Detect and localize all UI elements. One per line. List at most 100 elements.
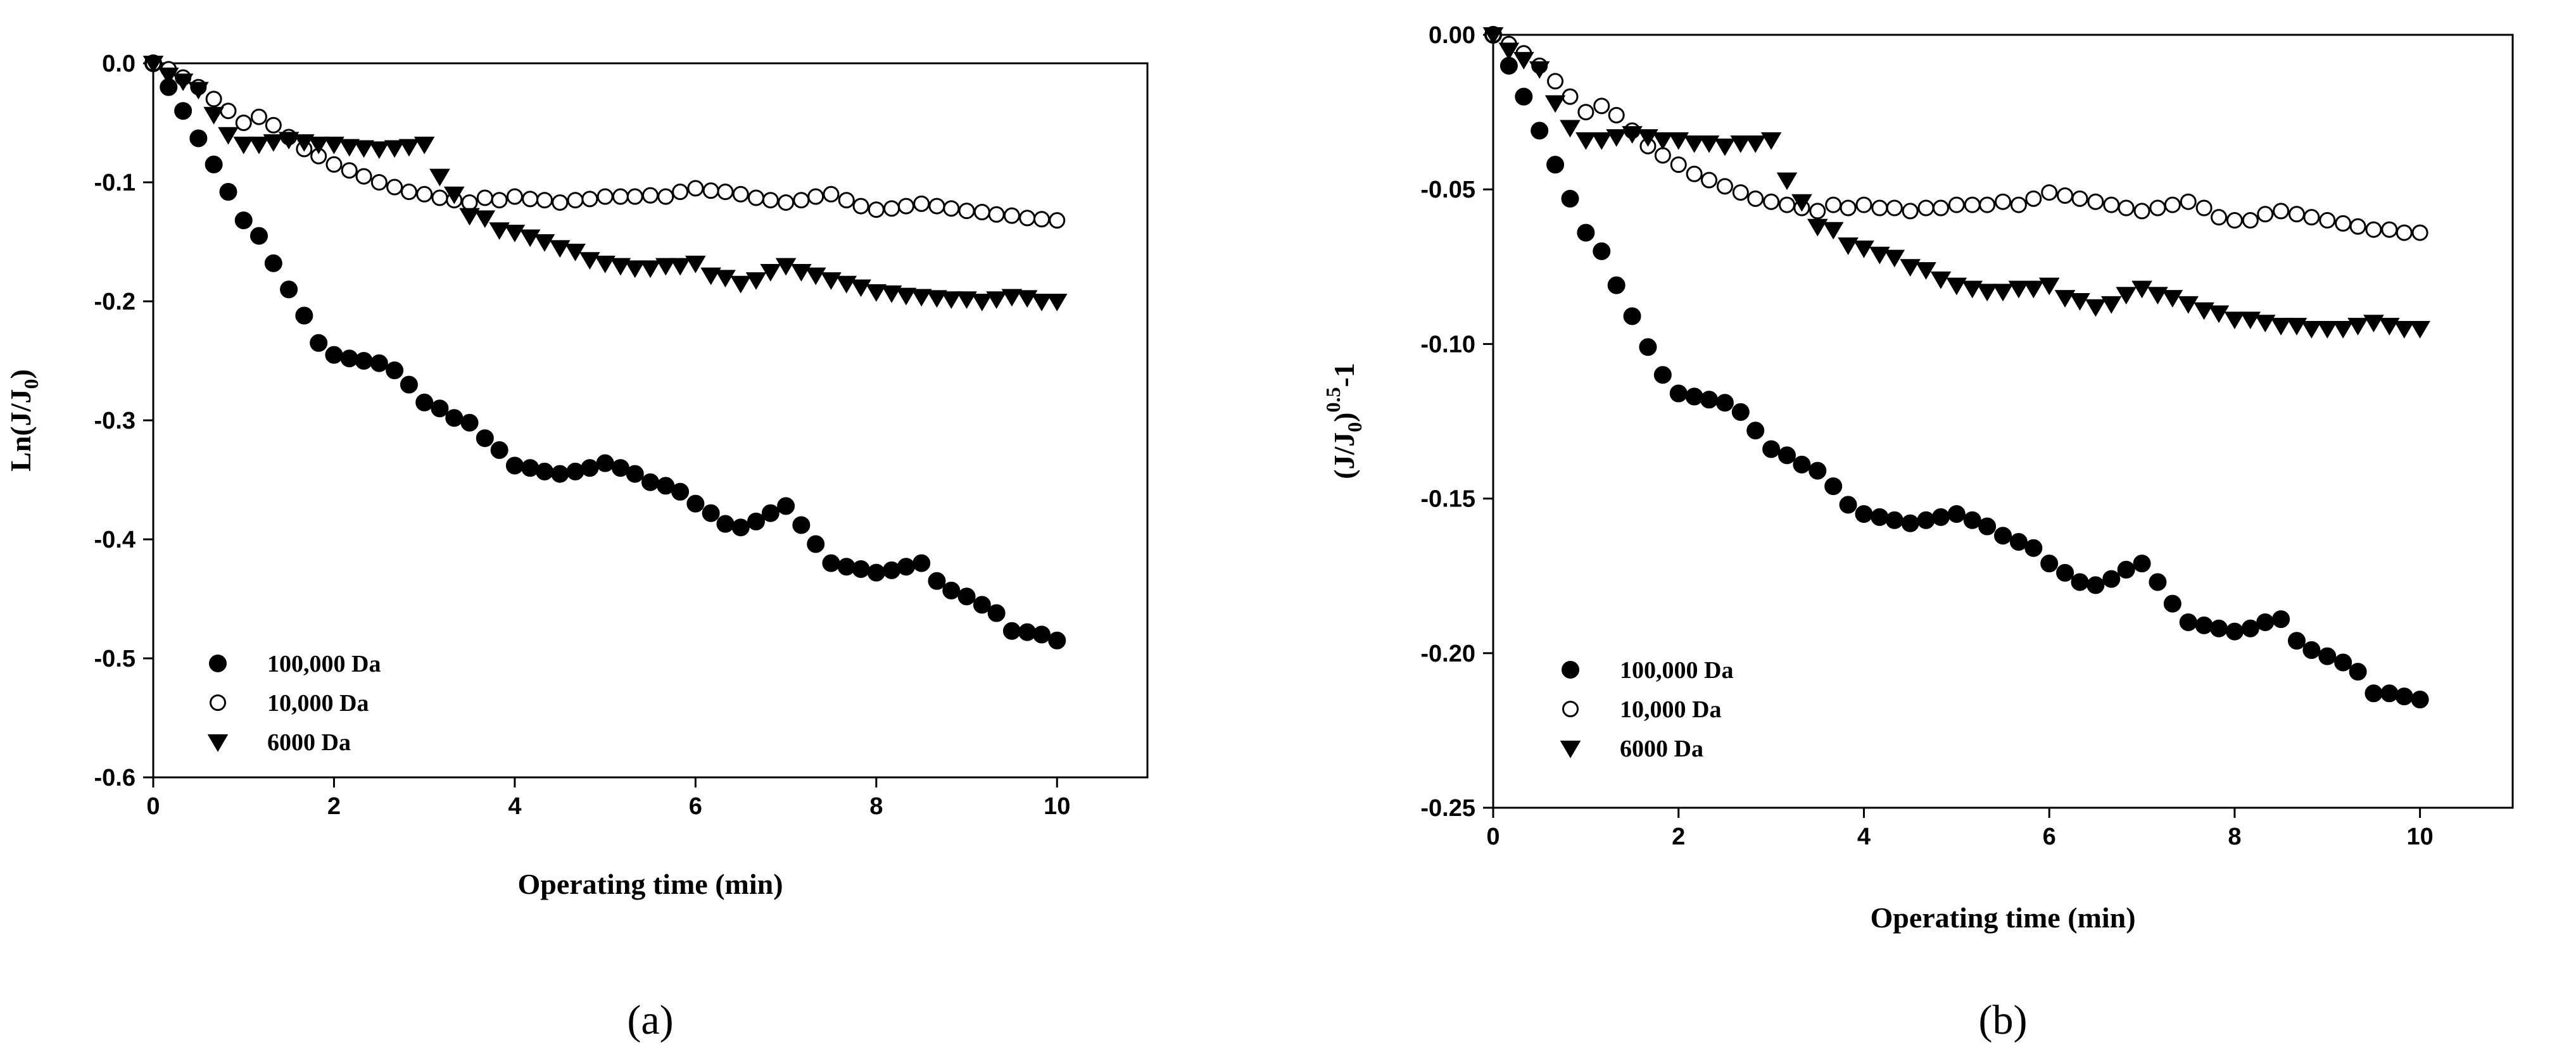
data-point [883,200,900,217]
data-point [1669,384,1688,403]
data-point [2103,196,2120,213]
y-axis-label-subscript: 0 [20,379,42,389]
data-point [926,290,947,308]
data-point [640,260,661,279]
data-point [716,515,735,533]
data-point [461,194,478,211]
data-point [355,352,373,370]
data-point [2195,616,2213,634]
data-point [821,272,842,290]
data-point [2303,209,2320,226]
data-point [2381,221,2398,238]
data-point [942,581,961,599]
y-tick-label: 0.0 [102,51,136,77]
data-point [1855,505,1873,524]
data-point [2210,619,2228,637]
data-point [897,558,915,576]
data-point [1976,284,1998,302]
panel-label: (b) [1979,997,2028,1043]
data-point [1791,194,1812,212]
data-point [778,194,795,211]
data-point [505,456,524,475]
data-point [702,182,719,199]
data-point [1498,42,1520,61]
data-point [534,234,555,252]
data-point [626,465,644,483]
data-point [2038,277,2060,296]
data-point [671,482,690,501]
data-point [549,240,571,258]
data-point [476,429,494,448]
data-point [913,195,930,212]
data-point [1776,172,1798,191]
data-point [852,560,870,578]
data-point [1048,631,1066,649]
data-point [416,185,433,203]
data-point [852,198,869,215]
data-point [2087,193,2104,210]
data-point [717,184,734,201]
data-point [1701,172,1718,189]
data-point [431,399,449,418]
data-point [415,393,434,411]
data-point [881,285,902,303]
plot-frame [1492,34,2514,809]
data-point [339,139,360,157]
y-tick-label: -0.6 [94,765,136,791]
data-point [1777,446,1796,465]
y-axis-label: (J/J0)0.5-1 [1322,363,1366,479]
data-point [657,188,674,205]
data-point [685,255,706,273]
x-tick-label: 8 [869,793,883,820]
data-point [793,192,810,209]
data-point [1948,196,1965,213]
legend-marker [1560,741,1581,758]
data-point [431,189,448,206]
data-point [581,191,598,208]
data-point [1591,132,1612,150]
y-axis-label-subscript: 0 [1343,422,1366,432]
data-point [1979,196,1996,213]
data-point [928,572,946,590]
data-point [2379,318,2400,336]
data-point [2411,224,2428,241]
y-axis-label-superscript: 0.5 [1322,387,1344,412]
y-axis-label: Ln(J/J0) [4,369,42,472]
data-point [1809,203,1826,220]
data-point [489,222,510,240]
data-point [866,284,887,302]
data-point [2162,290,2183,308]
data-point [1593,242,1611,260]
data-point [384,140,405,158]
x-tick-label: 2 [1672,824,1685,850]
data-point [158,67,179,85]
data-point [700,267,721,285]
data-point [1992,284,2014,302]
data-point [624,260,646,279]
data-point [761,504,780,522]
data-point [2347,318,2368,336]
data-point [943,200,960,217]
data-point [732,185,749,203]
data-point [2364,684,2383,703]
data-point [474,210,496,229]
data-point [610,258,631,276]
data-point [1577,223,1595,242]
data-point [838,192,855,209]
legend-label: 100,000 Da [267,651,381,677]
data-point [2147,287,2168,304]
data-point [958,203,975,220]
data-point [1575,132,1596,150]
data-point [747,189,764,206]
data-point [1745,135,1766,153]
data-point [1932,199,1949,216]
data-point [1001,289,1023,307]
data-point [2023,280,2044,299]
data-point [1917,199,1935,216]
y-tick-label: -0.15 [1420,486,1475,513]
data-point [1716,178,1733,195]
data-point [2194,302,2214,320]
data-point [1886,199,1903,216]
data-point [957,587,976,606]
data-point [188,82,209,100]
